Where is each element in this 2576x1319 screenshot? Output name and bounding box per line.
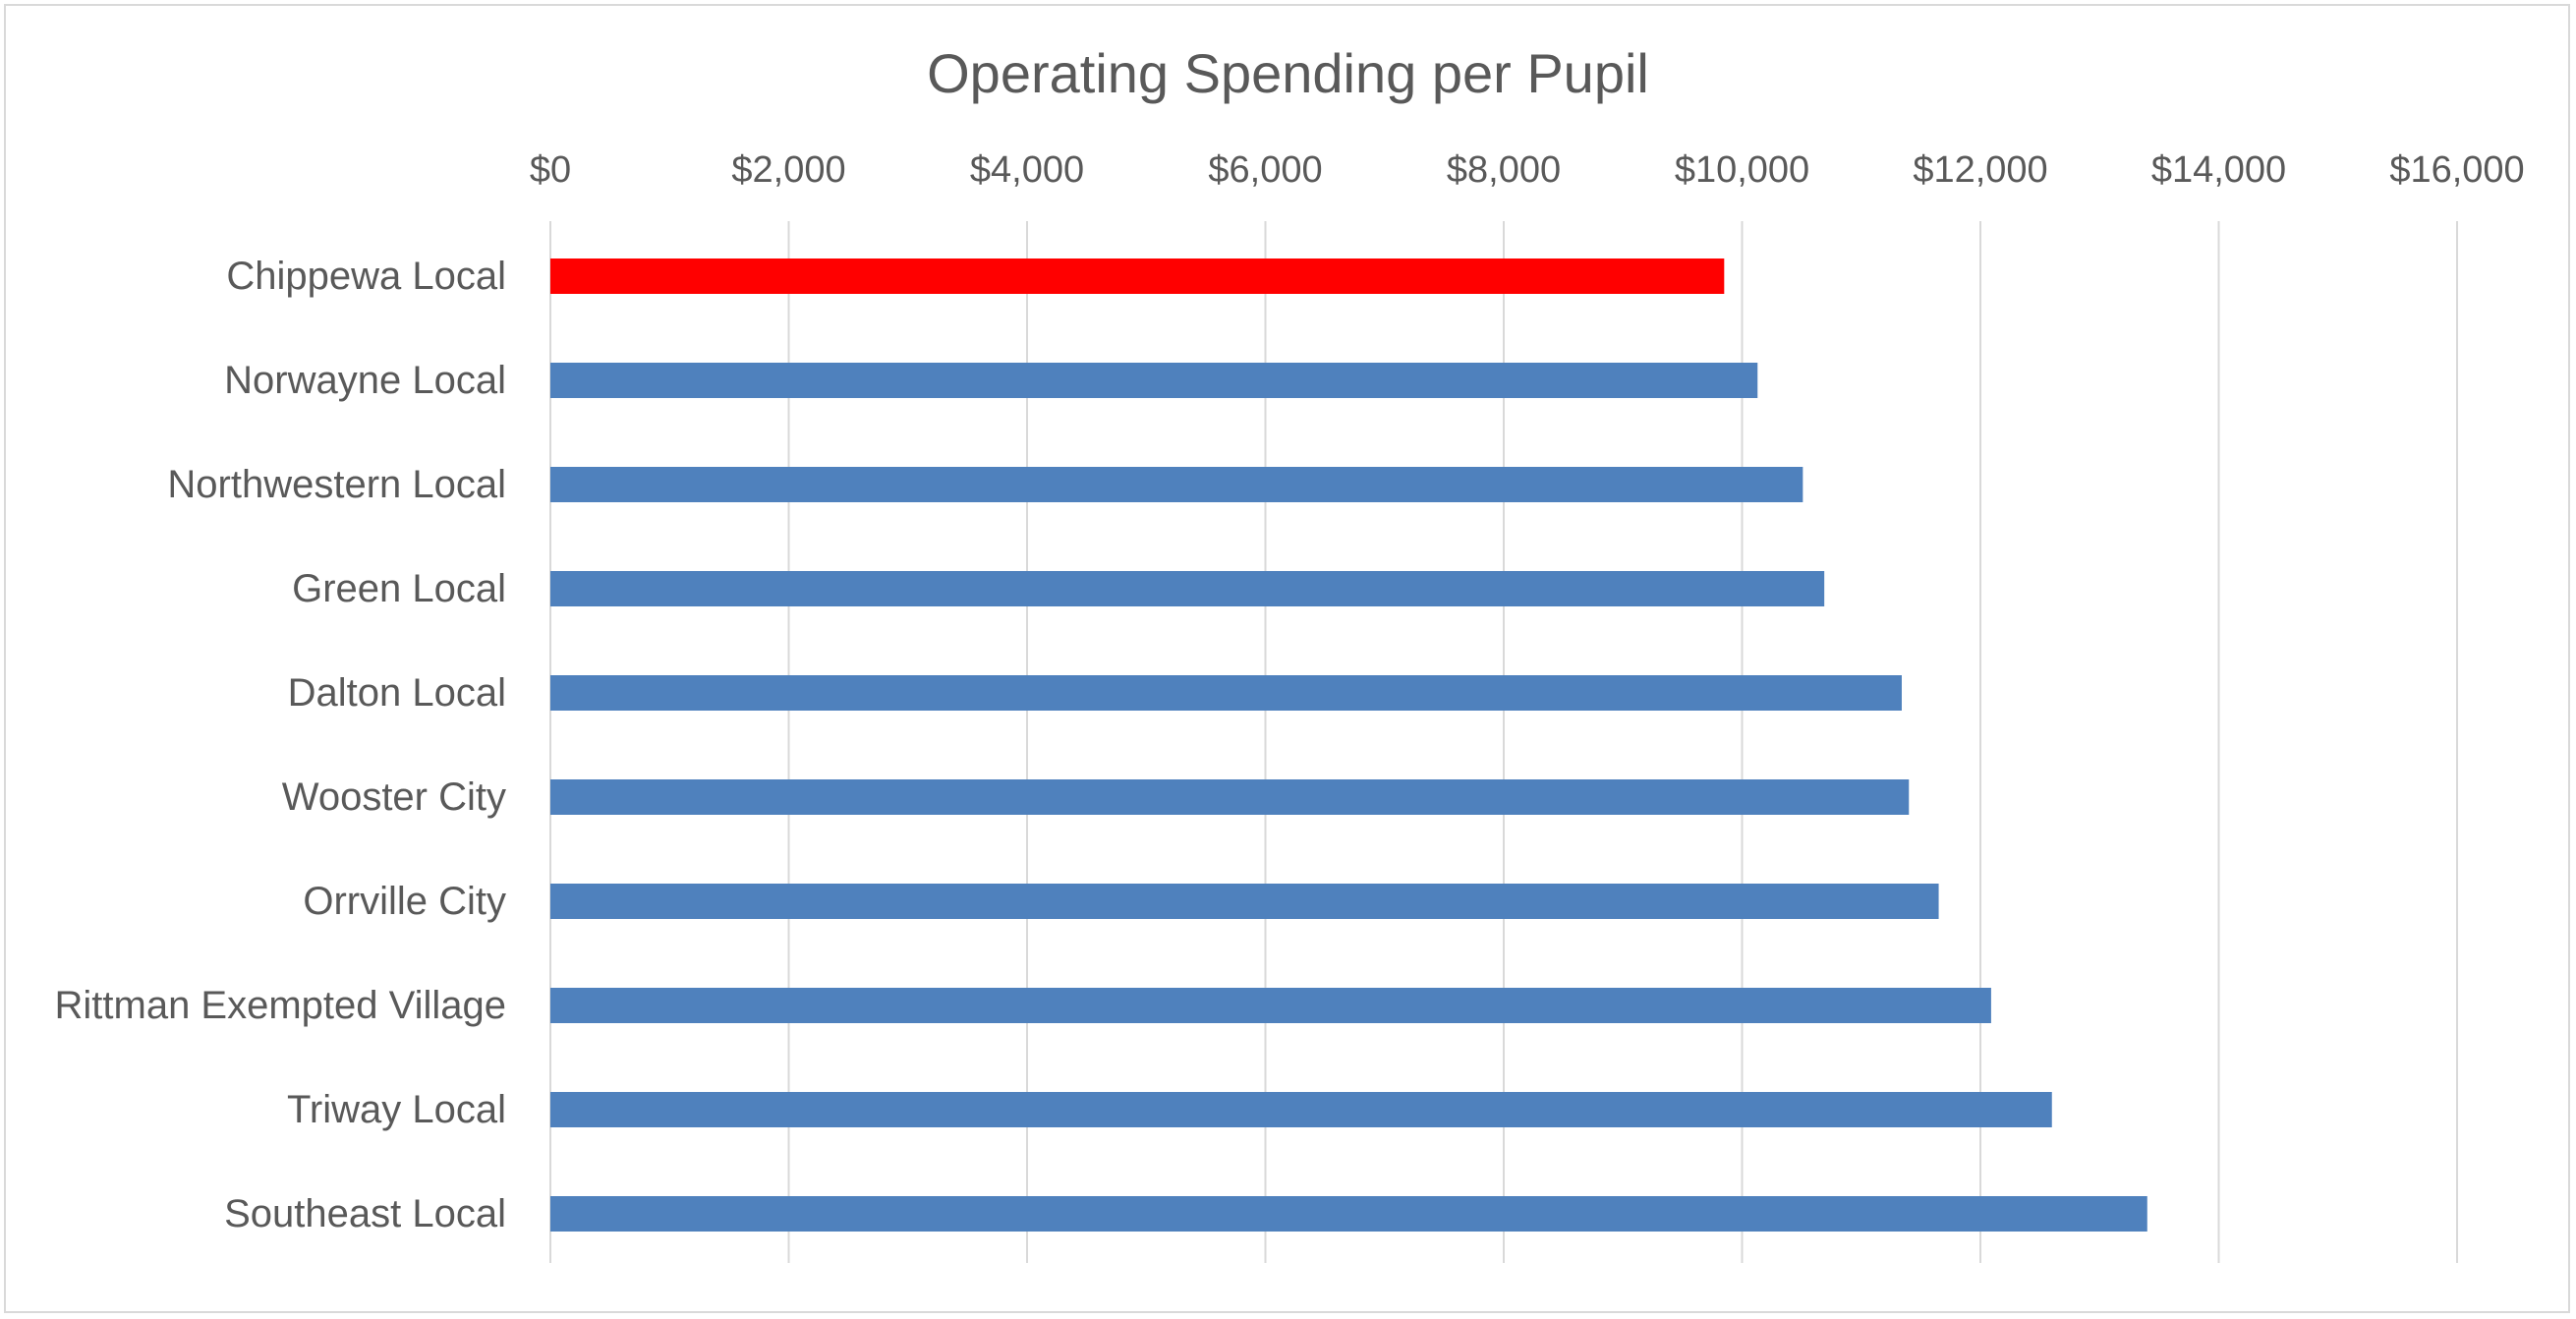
category-label: Green Local [292,567,506,610]
x-tick-label: $4,000 [970,149,1084,191]
x-tick-label: $6,000 [1208,149,1322,191]
bar [550,571,1825,606]
category-label: Northwestern Local [167,463,506,506]
bar [550,779,1910,815]
category-label: Southeast Local [224,1192,506,1235]
bar [550,1196,2147,1232]
bars [550,258,2147,1232]
bar [550,988,1991,1023]
category-label: Triway Local [287,1088,506,1131]
category-label: Dalton Local [288,671,506,715]
category-label: Rittman Exempted Village [55,984,507,1027]
x-tick-label: $14,000 [2151,149,2286,191]
bar [550,363,1758,398]
bar [550,1092,2052,1127]
category-labels: Chippewa Local Norwayne Local Northwestern… [55,255,507,1235]
chart-title: Operating Spending per Pupil [927,42,1649,104]
category-label: Orrville City [303,880,506,923]
x-tick-label: $0 [530,149,571,191]
bar [550,467,1803,502]
category-label: Chippewa Local [226,255,506,298]
bar [550,258,1725,294]
x-tick-label: $12,000 [1913,149,2047,191]
category-label: Norwayne Local [224,359,506,402]
x-tick-label: $2,000 [731,149,845,191]
category-label: Wooster City [282,775,506,819]
bar [550,884,1939,919]
x-tick-label: $8,000 [1447,149,1561,191]
bar [550,675,1902,711]
x-tick-label: $16,000 [2389,149,2524,191]
x-axis-ticks: $0 $2,000 $4,000 $6,000 $8,000 $10,000 $12,000… [530,149,2525,191]
x-tick-label: $10,000 [1675,149,1809,191]
